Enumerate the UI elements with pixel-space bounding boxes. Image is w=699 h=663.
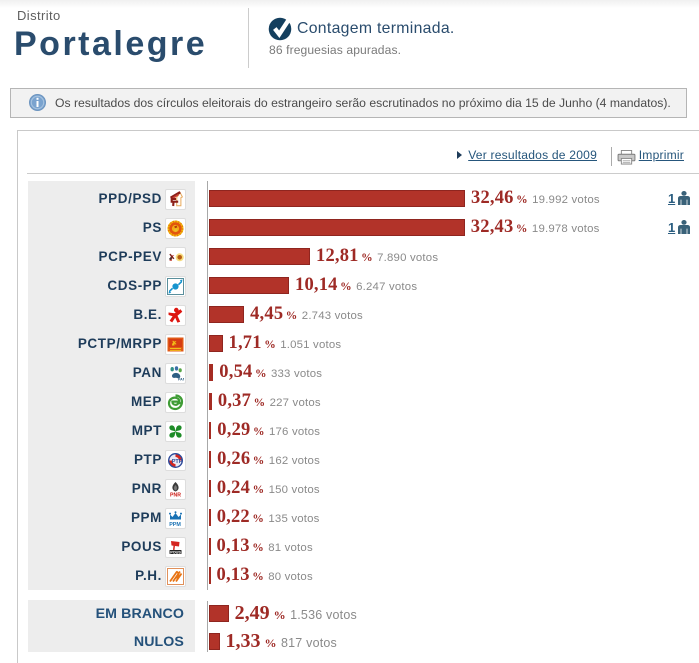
svg-text:PNR: PNR: [170, 493, 181, 498]
svg-text:PPM: PPM: [169, 522, 181, 527]
svg-text:POUS: POUS: [170, 551, 181, 555]
svg-text:PTP: PTP: [172, 459, 183, 465]
svg-text:PAN: PAN: [178, 378, 184, 382]
